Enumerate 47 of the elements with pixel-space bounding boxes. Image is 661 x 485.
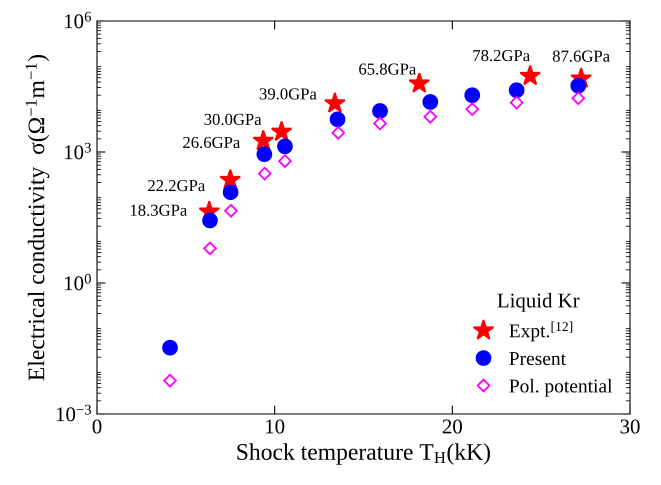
point [222, 184, 238, 200]
point [162, 340, 178, 356]
x-tick-label: 30 [620, 419, 640, 434]
point [270, 120, 292, 142]
legend-label: Expt.$^{[12]}$ [509, 322, 572, 342]
y-tick-label: 10$^{6}$ [65, 12, 92, 28]
point [572, 91, 586, 106]
point [163, 374, 177, 388]
point [331, 126, 346, 140]
point [256, 146, 272, 162]
annotation: 87.6GPa [552, 50, 610, 62]
point [422, 94, 438, 110]
point [424, 110, 438, 124]
legend-title: Liquid Kr [498, 292, 580, 312]
annotation: 26.6GPa [183, 136, 240, 148]
x-axis-title: Shock temperature T$_{H}$(kK) [237, 443, 490, 465]
point [372, 103, 388, 119]
legend-label: Pol. potential [509, 378, 612, 396]
point [258, 166, 272, 180]
annotation: 22.2GPa [148, 180, 206, 192]
y-tick-label: 10$^{−3}$ [56, 404, 92, 422]
annotation: 78.2GPa [473, 50, 530, 62]
point [373, 116, 387, 130]
point [277, 138, 293, 154]
point [519, 64, 541, 86]
legend-label: Present [509, 352, 566, 366]
y-tick-label: 10$^{0}$ [65, 274, 91, 290]
y-tick-label: 10$^{3}$ [65, 142, 91, 160]
point [465, 102, 480, 116]
point [508, 82, 524, 98]
point [224, 204, 238, 218]
annotation: 30.0GPa [204, 114, 262, 126]
point [278, 154, 292, 168]
annotation: 39.0GPa [260, 88, 317, 100]
point [203, 242, 217, 256]
x-tick-label: 0 [92, 419, 102, 434]
point [324, 92, 346, 113]
x-tick-label: 10 [266, 419, 284, 434]
y-axis-title: Electrical conductivity σ(Ω$^{−1}$m$^{−1}$) [26, 54, 50, 380]
point [202, 212, 218, 228]
point [510, 96, 524, 110]
x-tick-label: 20 [442, 419, 462, 434]
point [252, 130, 274, 150]
annotation: 18.3GPa [130, 204, 188, 216]
point [330, 111, 346, 128]
annotation: 65.8GPa [359, 63, 416, 75]
point [464, 87, 480, 104]
